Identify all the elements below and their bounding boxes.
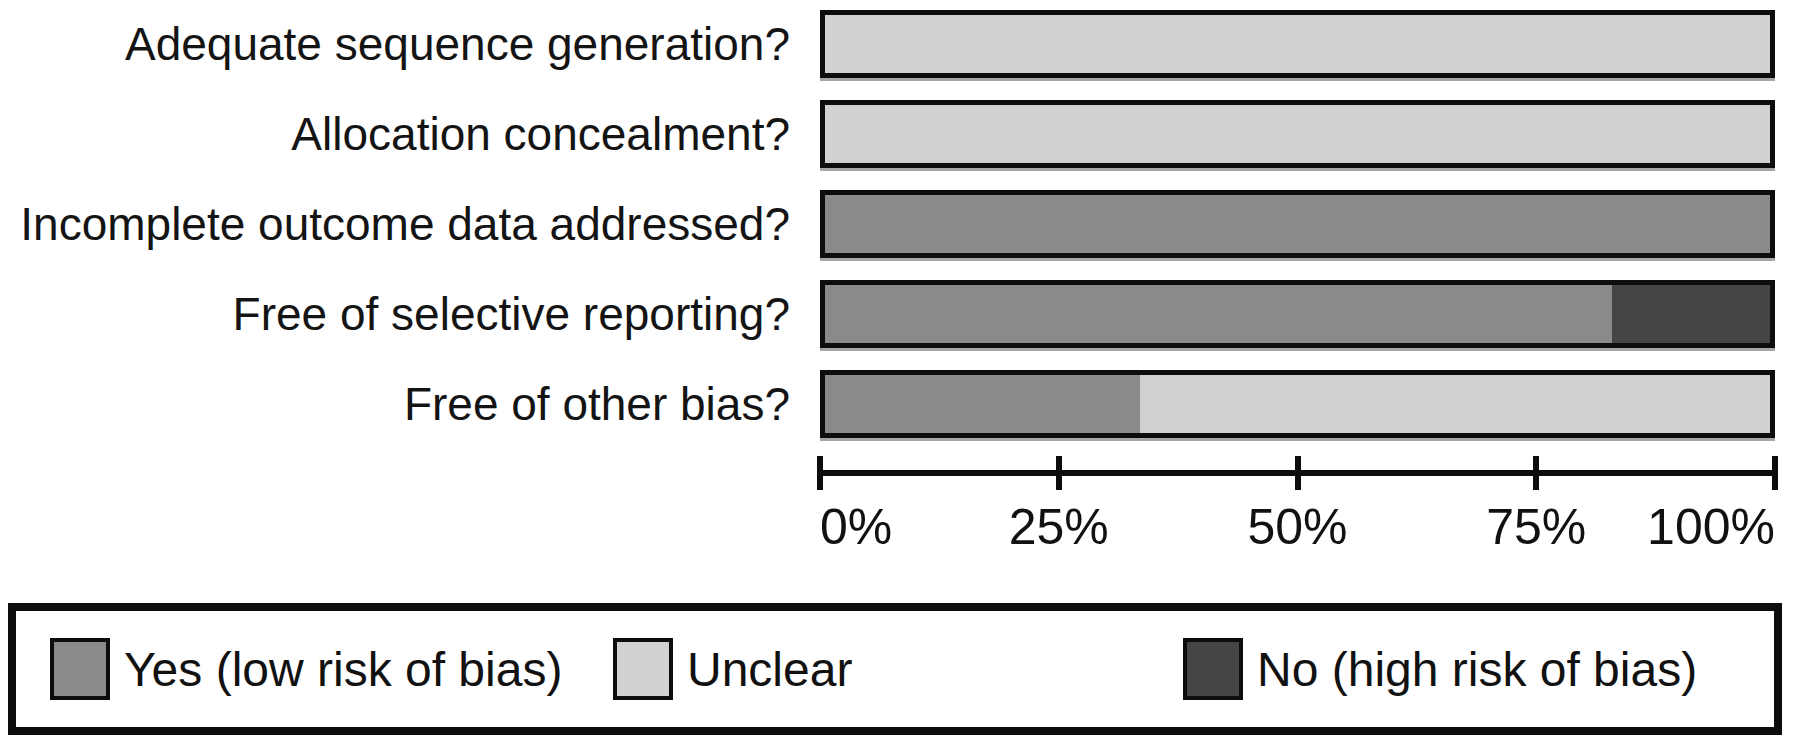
bar-track bbox=[820, 370, 1775, 438]
bar-track bbox=[820, 100, 1775, 168]
bar-track bbox=[820, 10, 1775, 78]
x-axis-tick bbox=[1772, 456, 1778, 490]
risk-of-bias-chart: Adequate sequence generation? Allocation … bbox=[0, 10, 1775, 460]
bar-segment-yes bbox=[825, 195, 1770, 253]
legend-swatch-yes bbox=[50, 638, 110, 700]
chart-row: Incomplete outcome data addressed? bbox=[0, 190, 1775, 258]
bar-segment-yes bbox=[825, 285, 1612, 343]
row-label: Adequate sequence generation? bbox=[0, 20, 790, 68]
chart-row: Free of selective reporting? bbox=[0, 280, 1775, 348]
bar-track bbox=[820, 190, 1775, 258]
row-label: Free of selective reporting? bbox=[0, 290, 790, 338]
x-axis-tick bbox=[1056, 456, 1062, 490]
x-axis-tick-label: 25% bbox=[1009, 498, 1109, 556]
legend: Yes (low risk of bias) Unclear No (high ri… bbox=[8, 603, 1782, 735]
chart-row: Free of other bias? bbox=[0, 370, 1775, 438]
bar-segment-unclear bbox=[1140, 375, 1770, 433]
bar-segment-unclear bbox=[825, 15, 1770, 73]
x-axis-tick bbox=[1533, 456, 1539, 490]
x-axis-tick-label: 50% bbox=[1247, 498, 1347, 556]
legend-item-yes: Yes (low risk of bias) bbox=[50, 611, 562, 727]
legend-label-unclear: Unclear bbox=[687, 642, 852, 697]
x-axis-tick bbox=[1295, 456, 1301, 490]
x-axis-tick-label: 0% bbox=[820, 498, 892, 556]
legend-swatch-no bbox=[1183, 638, 1243, 700]
x-axis-tick-label: 75% bbox=[1486, 498, 1586, 556]
legend-item-unclear: Unclear bbox=[613, 611, 852, 727]
legend-swatch-unclear bbox=[613, 638, 673, 700]
bar-segment-no bbox=[1612, 285, 1770, 343]
row-label: Free of other bias? bbox=[0, 380, 790, 428]
bar-segment-unclear bbox=[825, 105, 1770, 163]
x-axis-tick-label: 100% bbox=[1647, 498, 1775, 556]
bar-track bbox=[820, 280, 1775, 348]
row-label: Incomplete outcome data addressed? bbox=[0, 200, 790, 248]
chart-row: Adequate sequence generation? bbox=[0, 10, 1775, 78]
chart-row: Allocation concealment? bbox=[0, 100, 1775, 168]
x-axis: 0% 25% 50% 75% 100% bbox=[820, 456, 1775, 576]
x-axis-tick bbox=[817, 456, 823, 490]
legend-label-no: No (high risk of bias) bbox=[1257, 642, 1697, 697]
legend-label-yes: Yes (low risk of bias) bbox=[124, 642, 562, 697]
bar-segment-yes bbox=[825, 375, 1140, 433]
legend-item-no: No (high risk of bias) bbox=[1183, 611, 1697, 727]
row-label: Allocation concealment? bbox=[0, 110, 790, 158]
